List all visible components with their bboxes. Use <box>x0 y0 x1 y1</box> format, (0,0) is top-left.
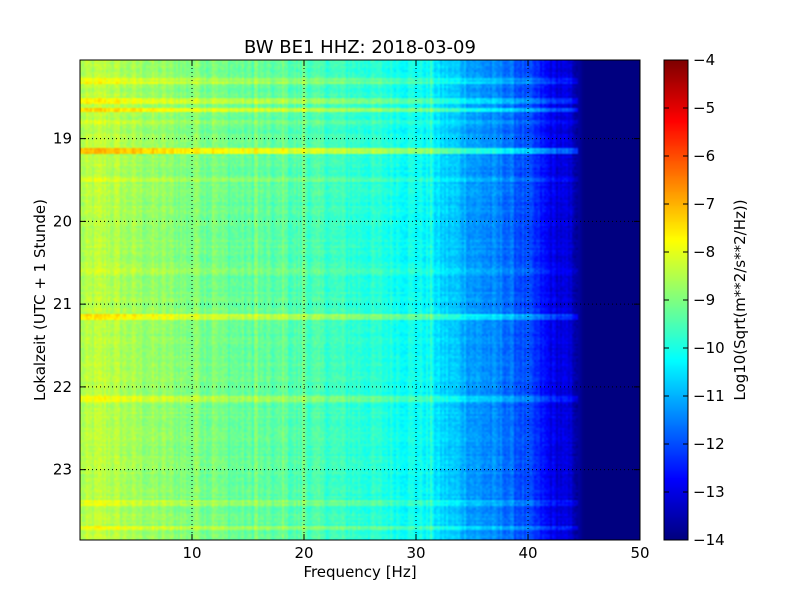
colorbar-tick-label: −10 <box>693 339 725 357</box>
y-tick-label: 21 <box>53 295 72 313</box>
colorbar-tick-label: −5 <box>693 99 715 117</box>
grid-lines <box>80 60 640 540</box>
y-tick-label: 19 <box>53 130 72 148</box>
colorbar-tick-label: −9 <box>693 291 715 309</box>
colorbar-label: Log10(Sqrt(m**2/s**2/Hz)) <box>731 199 749 400</box>
x-tick-label: 40 <box>518 544 537 562</box>
y-tick-label: 20 <box>53 212 72 230</box>
chart-title: BW BE1 HHZ: 2018-03-09 <box>244 37 476 58</box>
x-axis-label: Frequency [Hz] <box>303 563 416 581</box>
colorbar-tick-label: −14 <box>693 531 725 549</box>
colorbar-tick-label: −6 <box>693 147 715 165</box>
spectrogram-heatmap <box>80 60 640 540</box>
y-tick-label: 23 <box>53 461 72 479</box>
y-tick-label: 22 <box>53 378 72 396</box>
colorbar-tick-label: −7 <box>693 195 715 213</box>
y-axis-ticks: 19 20 21 22 23 <box>53 130 640 479</box>
x-tick-label: 30 <box>406 544 425 562</box>
x-axis-ticks: 10 20 30 40 50 <box>182 60 650 562</box>
x-tick-label: 20 <box>294 544 313 562</box>
colorbar-ticks: −4 −5 −6 −7 −8 −9 −10 −11 −12 −13 −14 <box>664 51 725 549</box>
plot-frame <box>79 59 641 541</box>
x-tick-label: 10 <box>182 544 201 562</box>
colorbar-tick-label: −8 <box>693 243 715 261</box>
colorbar-tick-label: −13 <box>693 483 725 501</box>
y-axis-label: Lokalzeit (UTC + 1 Stunde) <box>31 199 49 401</box>
colorbar-tick-label: −11 <box>693 387 725 405</box>
colorbar-tick-label: −12 <box>693 435 725 453</box>
x-tick-label: 50 <box>630 544 649 562</box>
colorbar-tick-label: −4 <box>693 51 715 69</box>
